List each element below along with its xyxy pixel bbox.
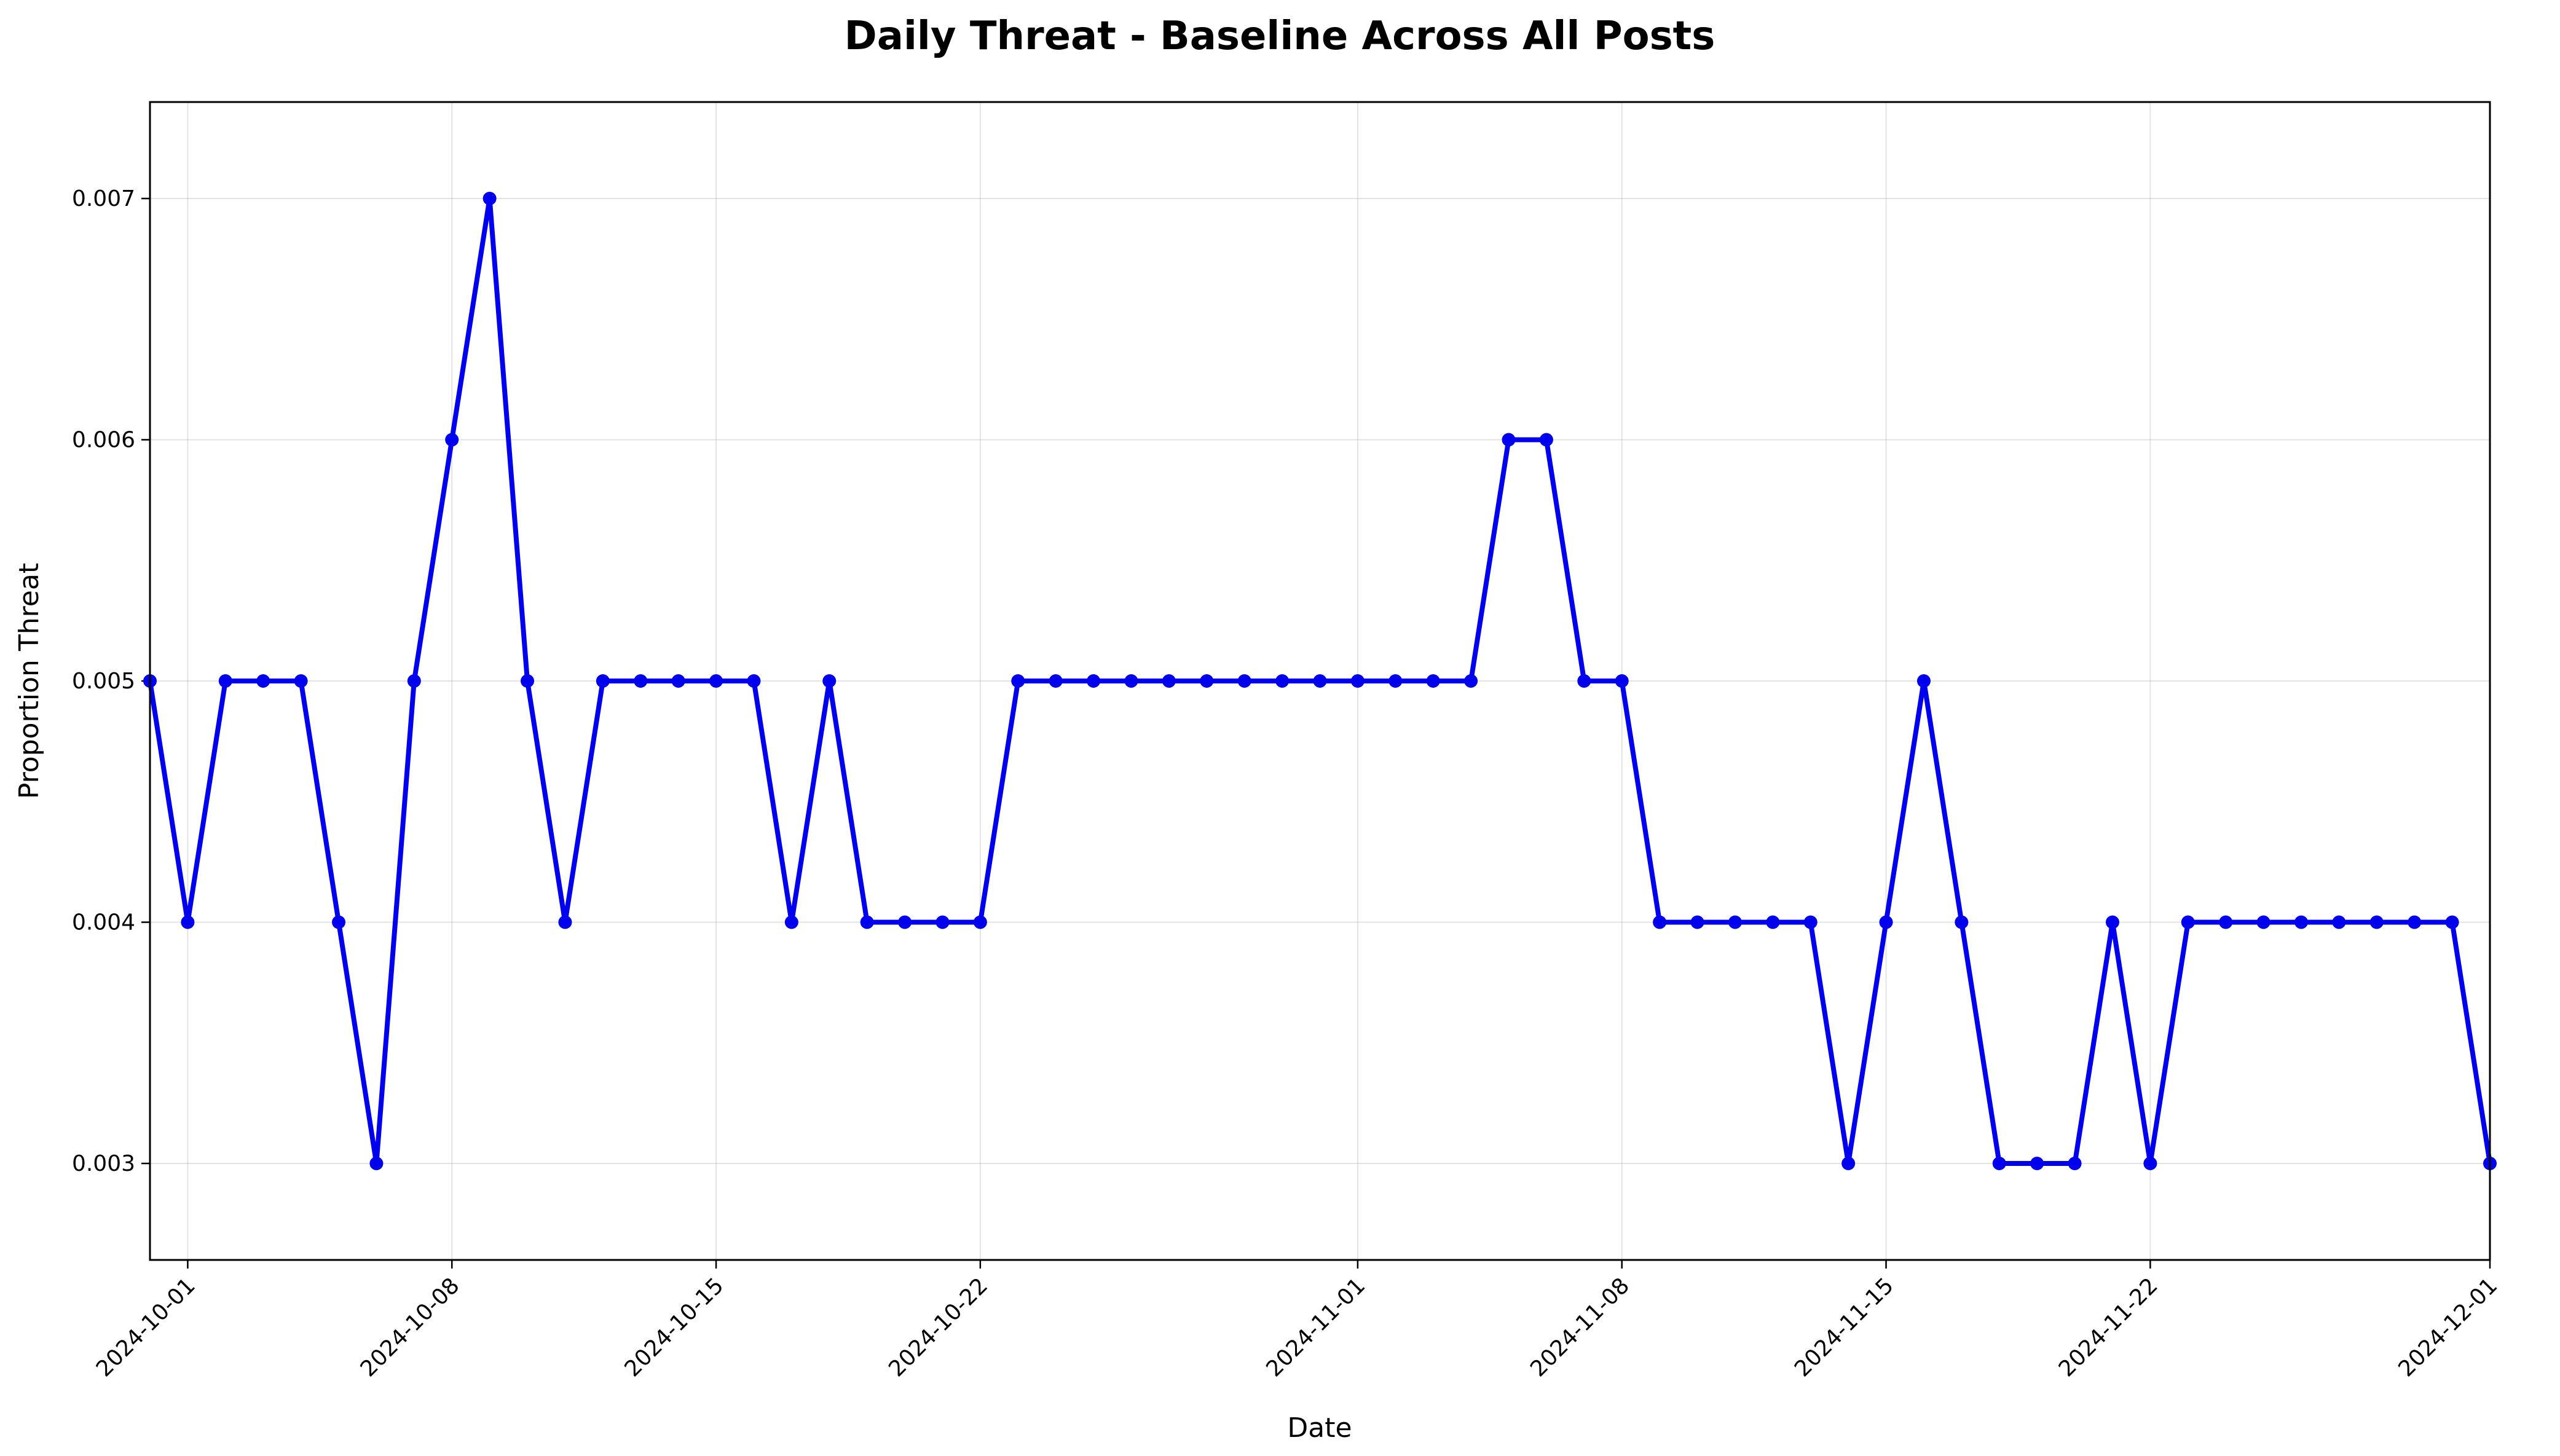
x-tick-label: 2024-11-15	[1790, 1273, 1899, 1382]
x-tick-label: 2024-10-15	[620, 1273, 728, 1382]
data-point	[709, 674, 723, 688]
data-point	[1350, 674, 1365, 688]
x-tick-label: 2024-10-01	[92, 1273, 200, 1382]
data-point	[407, 674, 421, 688]
data-point	[2294, 915, 2308, 929]
data-point	[482, 192, 497, 205]
y-tick-label: 0.007	[72, 186, 135, 211]
data-point	[1803, 915, 1818, 929]
data-point	[973, 915, 987, 929]
data-point	[1464, 674, 1478, 688]
data-point	[1049, 674, 1063, 688]
data-point	[1237, 674, 1251, 688]
data-point	[2030, 1157, 2044, 1170]
data-point	[1615, 674, 1629, 688]
data-point	[1690, 915, 1704, 929]
data-point	[1162, 674, 1176, 688]
data-point	[2219, 915, 2233, 929]
data-point	[2408, 915, 2422, 929]
x-tick-label: 2024-10-22	[884, 1273, 993, 1382]
data-point	[1200, 674, 1214, 688]
data-point	[860, 915, 874, 929]
data-point	[2068, 1157, 2082, 1170]
data-point	[256, 674, 270, 688]
data-point	[822, 674, 837, 688]
data-point	[1275, 674, 1290, 688]
data-point	[1011, 674, 1025, 688]
data-point	[2256, 915, 2271, 929]
data-point	[1879, 915, 1893, 929]
data-point	[1388, 674, 1403, 688]
data-point	[558, 915, 572, 929]
data-point	[1916, 674, 1931, 688]
data-point	[898, 915, 912, 929]
data-point	[634, 674, 648, 688]
data-point	[596, 674, 610, 688]
y-tick-label: 0.006	[72, 428, 135, 453]
y-tick-label: 0.004	[72, 910, 135, 935]
data-point	[747, 674, 761, 688]
y-axis-label: Proportion Threat	[14, 563, 45, 799]
data-point	[1992, 1157, 2006, 1170]
y-tick-label: 0.005	[72, 669, 135, 694]
data-point	[1766, 915, 1780, 929]
data-point	[1955, 915, 1969, 929]
data-point	[332, 915, 346, 929]
data-point	[2143, 1157, 2157, 1170]
data-point	[445, 433, 459, 447]
data-point	[1502, 433, 1516, 447]
data-point	[369, 1157, 384, 1170]
x-tick-label: 2024-10-08	[356, 1273, 465, 1382]
x-tick-label: 2024-12-01	[2393, 1273, 2502, 1382]
data-point	[1124, 674, 1138, 688]
x-axis-label: Date	[1287, 1412, 1352, 1444]
data-point	[1841, 1157, 1856, 1170]
chart-title: Daily Threat - Baseline Across All Posts	[845, 14, 1715, 59]
data-point	[2105, 915, 2119, 929]
data-point	[521, 674, 535, 688]
data-point	[1313, 674, 1327, 688]
data-point	[935, 915, 950, 929]
data-point	[2332, 915, 2346, 929]
data-point	[294, 674, 308, 688]
data-point	[2181, 915, 2195, 929]
data-point	[1728, 915, 1742, 929]
data-point	[2369, 915, 2384, 929]
data-point	[1426, 674, 1440, 688]
plot-frame	[149, 101, 2491, 1261]
y-tick-label: 0.003	[72, 1151, 135, 1176]
data-point	[784, 915, 798, 929]
data-point	[1653, 915, 1667, 929]
x-tick-label: 2024-11-22	[2054, 1273, 2163, 1382]
data-point	[1087, 674, 1101, 688]
x-tick-label: 2024-11-01	[1261, 1273, 1370, 1382]
data-point	[671, 674, 685, 688]
data-point	[181, 915, 195, 929]
data-series	[143, 192, 2497, 1170]
data-point	[1577, 674, 1591, 688]
x-tick-label: 2024-11-08	[1526, 1273, 1634, 1382]
data-point	[2445, 915, 2459, 929]
data-point	[1539, 433, 1553, 447]
axis-ticks: 0.003 0.004 0.005 0.006 0.007 2024-10-01 2024-…	[72, 186, 2502, 1382]
data-point	[218, 674, 232, 688]
